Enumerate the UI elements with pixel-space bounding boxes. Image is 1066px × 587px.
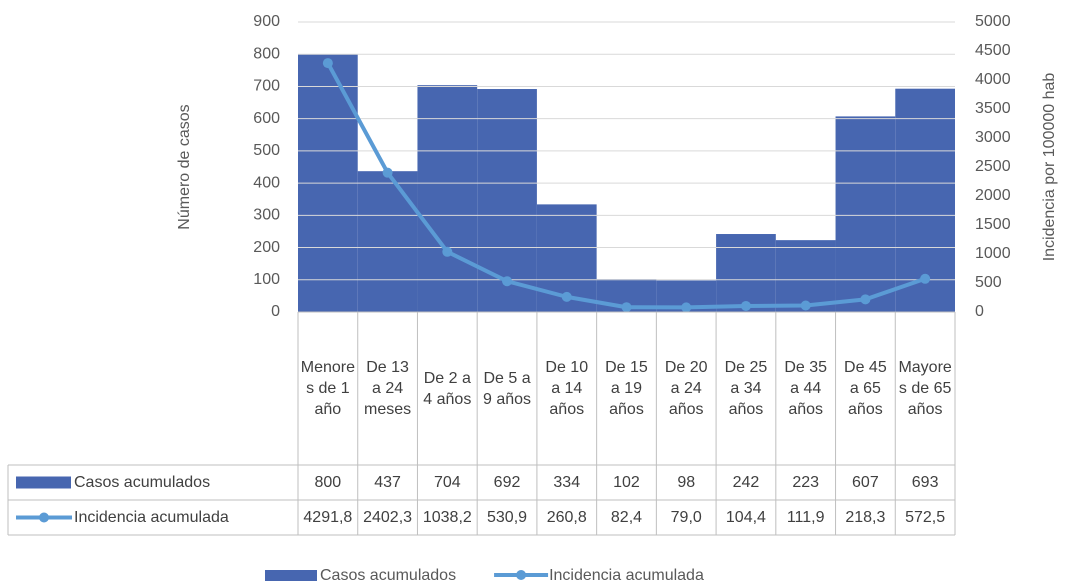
y-tick-label: 400	[253, 174, 280, 191]
y-tick-label: 500	[253, 142, 280, 159]
bar	[357, 171, 418, 312]
line-marker	[681, 302, 692, 313]
table-value: 104,4	[725, 509, 766, 526]
category-label: De 10 a 14 años	[545, 359, 589, 418]
bar	[417, 85, 478, 313]
category-label: De 45 a 65 años	[844, 359, 887, 418]
y2-axis-title: Incidencia por 100000 hab	[1041, 73, 1058, 262]
table-value: 572,5	[905, 509, 946, 526]
line-marker	[740, 300, 751, 311]
y2-tick-label: 3000	[975, 129, 1011, 146]
table-value: 111,9	[786, 509, 825, 526]
y-tick-label: 200	[253, 239, 280, 256]
category-label: De 13 a 24 meses	[364, 359, 412, 418]
table-value: 607	[852, 474, 879, 491]
table-value: 693	[911, 474, 939, 491]
bar	[835, 116, 896, 313]
line-marker	[322, 58, 333, 69]
table-value: 260,8	[546, 509, 587, 526]
category-label: De 15 a 19 años	[605, 359, 648, 418]
table-value: 2402,3	[363, 509, 413, 526]
y2-tick-label: 0	[975, 303, 984, 320]
y2-tick-label: 2000	[975, 187, 1011, 204]
row-header: Casos acumulados	[74, 474, 211, 491]
line-marker	[800, 300, 811, 311]
y2-tick-label: 500	[975, 274, 1002, 291]
table-value: 334	[553, 474, 581, 491]
y2-tick-label: 2500	[975, 158, 1011, 175]
legend-key	[39, 512, 49, 523]
table-value: 4291,8	[303, 509, 353, 526]
table-value: 218,3	[845, 509, 886, 526]
bar	[775, 240, 836, 312]
table-value: 223	[792, 474, 820, 491]
table-value: 704	[433, 474, 461, 491]
legend-key	[516, 570, 527, 580]
table-value: 530,9	[487, 509, 528, 526]
legend-label: Incidencia acumulada	[549, 567, 704, 584]
table-value: 79,0	[670, 509, 702, 526]
y-tick-label: 100	[253, 271, 280, 288]
category-label: De 20 a 24 años	[664, 359, 708, 418]
y2-tick-label: 5000	[975, 13, 1011, 30]
table-value: 692	[493, 474, 521, 491]
bar	[477, 89, 537, 313]
line-marker	[442, 246, 453, 257]
table-value: 242	[732, 474, 760, 491]
line-marker	[502, 276, 513, 287]
y2-tick-label: 4000	[975, 71, 1011, 88]
category-label: De 25 a 34 años	[724, 359, 768, 418]
y-tick-label: 900	[253, 13, 280, 30]
legend-key	[265, 570, 317, 581]
y2-tick-label: 4500	[975, 42, 1011, 59]
table-value: 437	[374, 474, 401, 491]
table-value: 800	[314, 474, 342, 491]
line-marker	[561, 291, 572, 302]
bar	[716, 234, 776, 312]
y-tick-label: 600	[253, 110, 280, 127]
y2-tick-label: 3500	[975, 100, 1011, 117]
legend-key	[16, 476, 71, 489]
y2-tick-label: 1000	[975, 245, 1011, 262]
category-label: Menores de 1 año	[300, 359, 355, 418]
y-tick-label: 700	[253, 78, 280, 95]
legend-label: Casos acumulados	[320, 567, 456, 584]
table-value: 82,4	[610, 509, 643, 526]
y-axis-title: Número de casos	[176, 104, 193, 229]
y-tick-label: 0	[271, 303, 280, 320]
y-tick-label: 300	[253, 207, 280, 224]
category-label: De 35 a 44 años	[784, 359, 828, 418]
y2-tick-label: 1500	[975, 216, 1011, 233]
table-value: 1038,2	[422, 509, 472, 526]
category-label: Mayores de 65 años	[898, 359, 952, 418]
table-value: 98	[677, 474, 696, 491]
y-tick-label: 800	[253, 45, 280, 62]
line-marker	[860, 294, 871, 305]
table-value: 102	[613, 474, 640, 491]
row-header: Incidencia acumulada	[74, 509, 229, 526]
category-label: De 2 a 4 años	[423, 369, 472, 408]
line-marker	[382, 167, 393, 178]
line-marker	[621, 302, 632, 313]
category-label: De 5 a 9 años	[483, 369, 532, 408]
line-marker	[920, 273, 931, 284]
